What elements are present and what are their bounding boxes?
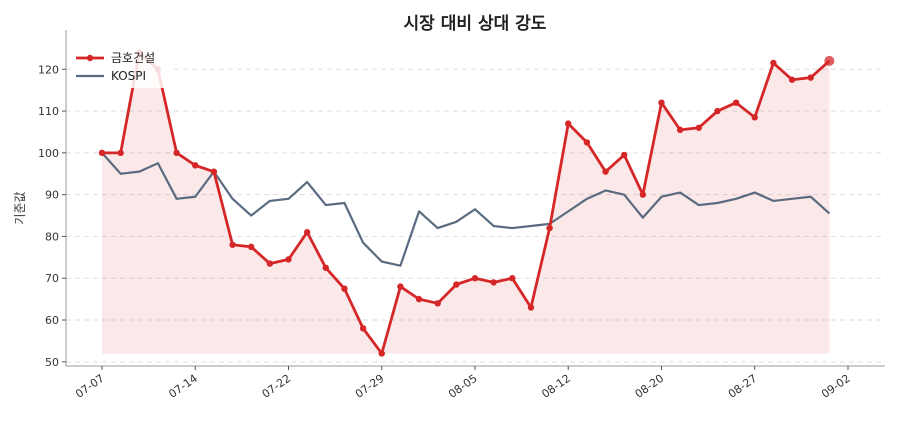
x-tick-label: 08-20 xyxy=(633,372,667,401)
series-1-point xyxy=(676,126,684,134)
series-1-point xyxy=(602,168,609,175)
y-tick-label: 110 xyxy=(38,105,59,118)
area-fill xyxy=(102,52,830,354)
series-1-point xyxy=(509,275,516,282)
x-axis-ticks: 07-07 07-14 07-22 07-29 08-05 08-12 08-20 08-27… xyxy=(73,366,853,401)
series-1-point xyxy=(285,256,292,263)
series-1-point xyxy=(117,149,124,157)
series-1-line xyxy=(102,51,831,355)
series-1-point xyxy=(173,149,180,157)
x-tick-label: 09-02 xyxy=(819,372,853,401)
series-layer xyxy=(98,49,835,357)
series-1-point xyxy=(807,74,814,81)
legend-item-1-marker xyxy=(86,54,94,62)
y-tick-label: 70 xyxy=(45,272,59,285)
series-1-point xyxy=(322,264,329,271)
x-tick-label: 07-29 xyxy=(353,372,387,401)
series-1-point xyxy=(732,99,740,106)
legend-item-2-label: KOSPI xyxy=(111,69,146,83)
series-1-point xyxy=(266,260,274,267)
legend-item-2: KOSPI xyxy=(76,69,146,83)
series-2-line xyxy=(101,152,831,267)
series-1-point xyxy=(621,151,628,159)
series-1-point xyxy=(714,107,721,115)
y-tick-label: 120 xyxy=(38,63,59,76)
x-tick-label: 07-07 xyxy=(73,372,107,401)
x-tick-label: 08-12 xyxy=(539,372,573,401)
y-tick-label: 50 xyxy=(45,356,59,369)
grid-lines xyxy=(66,68,885,363)
series-1-point xyxy=(695,124,702,131)
y-axis-label: 기준값 xyxy=(13,191,27,224)
series-1-point xyxy=(751,114,758,121)
series-1-point xyxy=(639,191,647,198)
series-1-point xyxy=(229,241,236,248)
chart-title: 시장 대비 상대 강도 xyxy=(404,14,547,34)
series-1-point xyxy=(583,139,591,146)
series-2-group xyxy=(101,152,831,267)
series-1-point xyxy=(192,162,199,169)
y-tick-label: 80 xyxy=(45,230,59,243)
x-tick-label: 08-27 xyxy=(726,372,760,401)
y-tick-label: 90 xyxy=(45,189,59,202)
series-1-point xyxy=(471,275,479,282)
series-1-point xyxy=(359,325,367,332)
y-tick-label: 60 xyxy=(45,314,59,327)
series-1-point xyxy=(490,279,497,286)
series-1-point xyxy=(341,285,348,292)
series-1-point xyxy=(788,76,796,83)
series-1-group xyxy=(98,49,835,357)
legend-item-1-label: 금호건설 xyxy=(111,51,155,65)
y-axis-ticks: 50 60 70 80 90 100 110 120 xyxy=(38,63,66,369)
y-tick-label: 100 xyxy=(38,147,59,160)
series-1-point xyxy=(565,120,572,127)
series-1-point xyxy=(303,229,311,236)
series-1-point xyxy=(527,304,535,311)
series-1-point xyxy=(248,243,255,251)
series-1-point xyxy=(210,168,218,175)
series-1-point xyxy=(658,99,665,106)
series-1-point xyxy=(434,300,441,307)
series-1-area xyxy=(102,52,830,354)
legend-item-1: 금호건설 xyxy=(76,51,155,65)
series-1-point xyxy=(98,149,106,157)
series-1-point xyxy=(824,55,835,66)
x-tick-label: 07-22 xyxy=(260,372,294,401)
series-1-point xyxy=(397,283,404,290)
series-1-point xyxy=(770,59,777,67)
series-1-point xyxy=(453,281,460,288)
legend: 금호건설 KOSPI xyxy=(70,46,170,88)
x-tick-label: 08-05 xyxy=(446,372,480,401)
legend-box xyxy=(70,46,170,88)
series-1-point xyxy=(378,350,385,357)
series-1-point xyxy=(415,295,423,303)
x-tick-label: 07-14 xyxy=(166,372,200,401)
series-1-point xyxy=(546,224,553,232)
